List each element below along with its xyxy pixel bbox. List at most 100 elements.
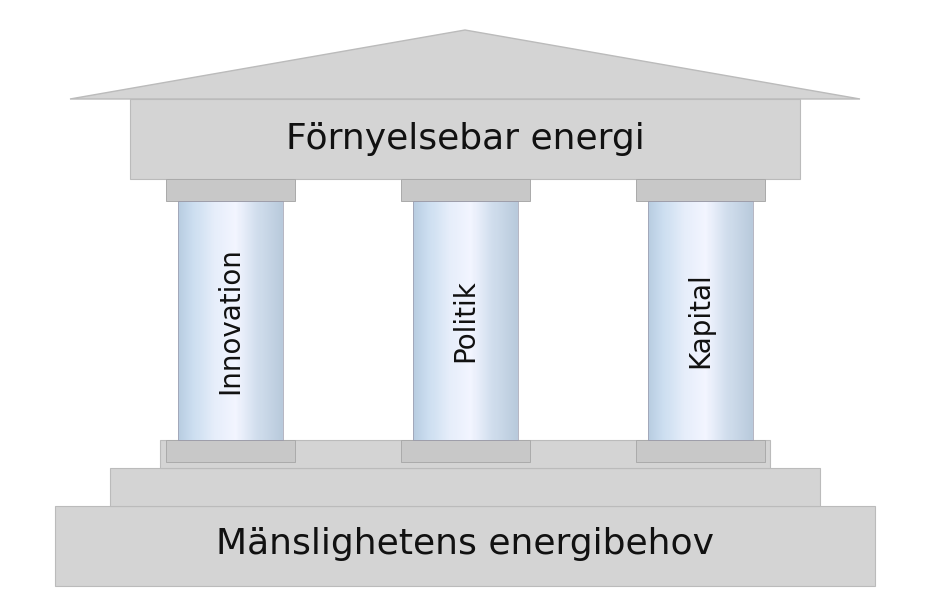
Bar [467, 201, 469, 440]
Bar [681, 201, 683, 440]
Bar [693, 201, 694, 440]
Bar [490, 201, 492, 440]
Bar [226, 201, 227, 440]
Bar [513, 201, 515, 440]
Bar [670, 201, 671, 440]
Bar [713, 201, 715, 440]
Bar [704, 201, 706, 440]
Bar [636, 179, 765, 201]
Bar [433, 201, 435, 440]
Bar [271, 201, 272, 440]
Bar [222, 201, 224, 440]
Bar [424, 201, 426, 440]
Bar [647, 201, 649, 440]
Bar [656, 201, 658, 440]
Bar [219, 201, 221, 440]
Bar [272, 201, 273, 440]
Bar [413, 201, 517, 440]
Bar [735, 201, 737, 440]
Bar [506, 201, 508, 440]
Bar [480, 201, 481, 440]
Bar [276, 201, 278, 440]
Bar [434, 201, 436, 440]
Bar [430, 201, 431, 440]
Bar [733, 201, 734, 440]
Bar [714, 201, 716, 440]
Bar [275, 201, 277, 440]
Bar [507, 201, 509, 440]
Bar [245, 201, 246, 440]
Bar [417, 201, 418, 440]
Bar [482, 201, 484, 440]
Bar [186, 201, 188, 440]
Bar [458, 201, 460, 440]
Bar [712, 201, 714, 440]
Bar [255, 201, 257, 440]
Bar [416, 201, 418, 440]
Bar [657, 201, 658, 440]
Bar [265, 201, 266, 440]
Bar [500, 201, 502, 440]
Bar [234, 201, 235, 440]
Bar [489, 201, 491, 440]
Bar [187, 201, 189, 440]
Bar [475, 201, 477, 440]
Bar [699, 201, 700, 440]
Bar [479, 201, 480, 440]
Bar [197, 201, 199, 440]
Bar [261, 201, 263, 440]
Bar [208, 201, 209, 440]
Bar [230, 201, 232, 440]
Bar [659, 201, 660, 440]
Bar [418, 201, 419, 440]
Bar [428, 201, 430, 440]
Bar [55, 506, 875, 586]
Bar [468, 201, 470, 440]
Bar [130, 99, 800, 179]
Bar [710, 201, 711, 440]
Bar [471, 201, 472, 440]
Bar [717, 201, 718, 440]
Bar [671, 201, 673, 440]
Bar [740, 201, 741, 440]
Bar [649, 201, 651, 440]
Bar [749, 201, 750, 440]
Bar [231, 201, 232, 440]
Bar [252, 201, 254, 440]
Bar [427, 201, 429, 440]
Bar [498, 201, 499, 440]
Bar [225, 201, 226, 440]
Bar [491, 201, 493, 440]
Bar [179, 201, 181, 440]
Bar [503, 201, 504, 440]
Bar [221, 201, 223, 440]
Bar [509, 201, 511, 440]
Bar [181, 201, 183, 440]
Bar [250, 201, 251, 440]
Bar [462, 201, 463, 440]
Bar [514, 201, 516, 440]
Bar [204, 201, 206, 440]
Bar [183, 201, 184, 440]
Bar [267, 201, 268, 440]
Bar [450, 201, 452, 440]
Bar [195, 201, 197, 440]
Bar [688, 201, 690, 440]
Bar [202, 201, 203, 440]
Bar [738, 201, 740, 440]
Bar [673, 201, 675, 440]
Bar [193, 201, 194, 440]
Bar [423, 201, 425, 440]
Bar [485, 201, 486, 440]
Bar [724, 201, 725, 440]
Bar [418, 201, 420, 440]
Bar [241, 201, 242, 440]
Bar [709, 201, 710, 440]
Bar [278, 201, 280, 440]
Bar [654, 201, 656, 440]
Bar [269, 201, 271, 440]
Bar [210, 201, 212, 440]
Bar [737, 201, 739, 440]
Bar [224, 201, 225, 440]
Bar [273, 201, 274, 440]
